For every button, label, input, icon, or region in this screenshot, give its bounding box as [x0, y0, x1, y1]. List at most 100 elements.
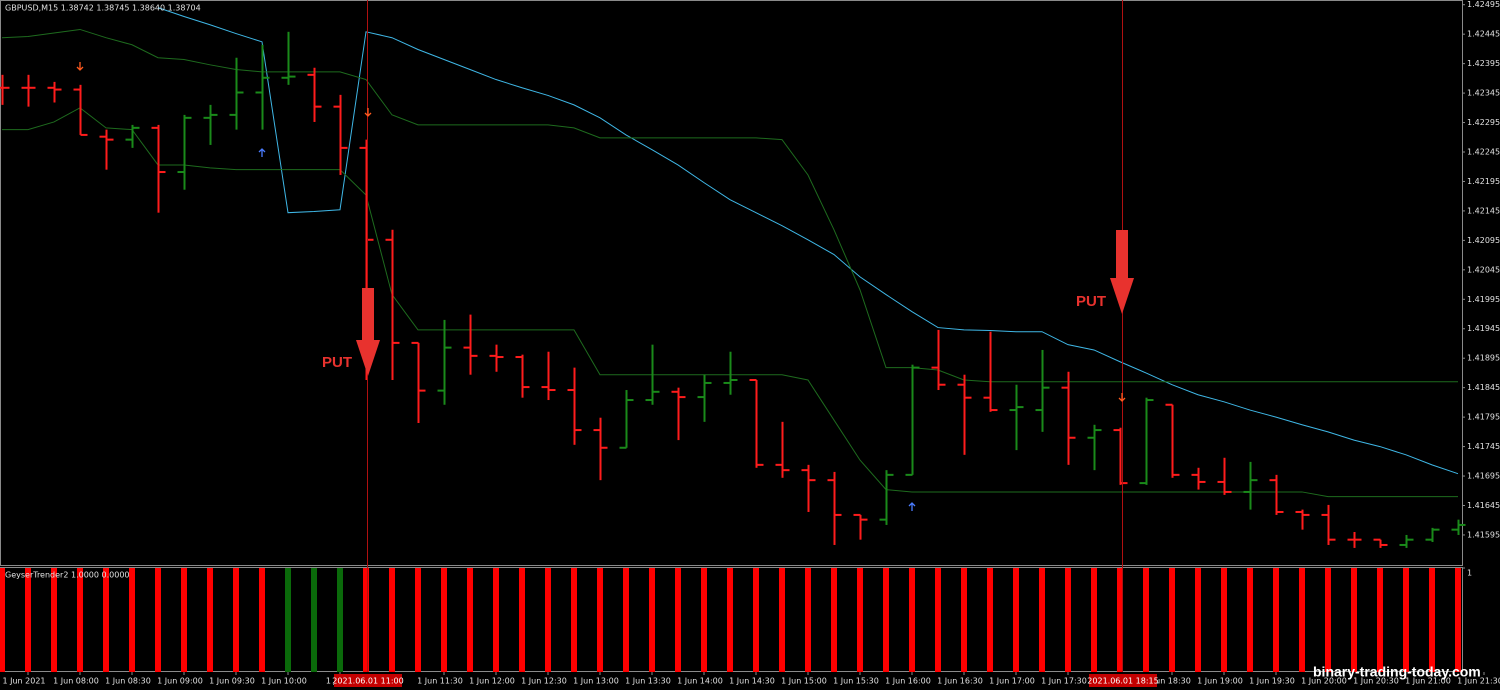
y-tick-label: 1.41595: [1467, 530, 1500, 539]
y-tick-label: 1.41645: [1467, 501, 1500, 510]
x-tick-label: 1 Jun 11:30: [417, 677, 463, 686]
signal-arrow: [1118, 393, 1126, 402]
indicator-bar: [493, 568, 499, 672]
plot-area: [0, 7, 1466, 672]
indicator-bar: [285, 568, 291, 672]
indicator-bar: [1065, 568, 1071, 672]
x-tick-label: 1 Jun 08:30: [105, 677, 151, 686]
indicator-bar: [1247, 568, 1253, 672]
crosshair-time-box: [1089, 674, 1157, 687]
indicator-bar: [311, 568, 317, 672]
x-tick-label: 1 Jun 18:30: [1145, 677, 1191, 686]
indicator-bar: [467, 568, 473, 672]
x-tick-label: 1 Jun 09:30: [209, 677, 255, 686]
put-arrow: [1110, 230, 1134, 314]
y-tick-label: 1.41745: [1467, 442, 1500, 451]
x-tick-label: 1 Jun 13:00: [573, 677, 619, 686]
indicator-bar: [363, 568, 369, 672]
signal-arrow: [76, 62, 84, 71]
indicator-bar: [1143, 568, 1149, 672]
put-arrow: [356, 288, 380, 376]
indicator-bar: [1039, 568, 1045, 672]
indicator-bar: [805, 568, 811, 672]
indicator-bar: [259, 568, 265, 672]
x-tick-label: 1 Jun 17:30: [1041, 677, 1087, 686]
x-tick-label: 1 Jun 09:00: [157, 677, 203, 686]
y-tick-label: 1.41695: [1467, 472, 1500, 481]
indicator-bar: [181, 568, 187, 672]
x-tick-label: 1 Jun 16:00: [885, 677, 931, 686]
indicator-bar: [389, 568, 395, 672]
y-tick-label: 1.42345: [1467, 89, 1500, 98]
indicator-bar: [545, 568, 551, 672]
indicator-bar: [1273, 568, 1279, 672]
indicator-bar: [753, 568, 759, 672]
y-tick-label: 1.41845: [1467, 383, 1500, 392]
indicator-bar: [51, 568, 57, 672]
crosshair-time-label: 2021.06.01 11:00: [332, 677, 403, 686]
indicator-bar: [727, 568, 733, 672]
main-panel: [0, 0, 1463, 566]
signal-arrow: [908, 502, 916, 511]
indicator-bar: [883, 568, 889, 672]
y-tick-label: 1.41945: [1467, 324, 1500, 333]
indicator-bar: [779, 568, 785, 672]
y-tick-label: 1.41995: [1467, 295, 1500, 304]
indicator-bar: [1403, 568, 1409, 672]
x-tick-label: 1 Jun 19:00: [1197, 677, 1243, 686]
indicator-bar: [675, 568, 681, 672]
x-tick-label: 1 Jun 20:00: [1301, 677, 1347, 686]
indicator-bar: [155, 568, 161, 672]
put-label: PUT: [322, 354, 352, 371]
indicator-bar: [909, 568, 915, 672]
indicator-bar: [1195, 568, 1201, 672]
x-tick-label: 1 Jun 12:00: [469, 677, 515, 686]
crosshair-time-box: [334, 674, 402, 687]
indicator-bar: [129, 568, 135, 672]
x-tick-label: 1 Jun 08:00: [53, 677, 99, 686]
put-label: PUT: [1076, 293, 1106, 310]
y-tick-label: 1.41795: [1467, 413, 1500, 422]
chart-title: GBPUSD,M15 1.38742 1.38745 1.38640 1.387…: [5, 4, 201, 13]
x-tick-label: 1 Jun 2021: [2, 677, 45, 686]
x-tick-label: 1 Jun 16:30: [937, 677, 983, 686]
indicator-bar: [1091, 568, 1097, 672]
y-tick-label: 1.42445: [1467, 30, 1500, 39]
indicator-bar: [233, 568, 239, 672]
x-tick-label: 1 Jun 12:30: [521, 677, 567, 686]
indicator-bar: [1169, 568, 1175, 672]
indicator-bar: [1351, 568, 1357, 672]
y-tick-label: 1.42395: [1467, 59, 1500, 68]
y-tick-label: 1.42195: [1467, 177, 1500, 186]
crosshair-time-label: 2021.06.01 18:15: [1087, 677, 1158, 686]
indicator-bar: [1429, 568, 1435, 672]
indicator-bar: [1455, 568, 1461, 672]
indicator-bar: [415, 568, 421, 672]
indicator-bar: [0, 568, 5, 672]
signal-arrow: [364, 108, 372, 117]
y-tick-label: 1.42245: [1467, 148, 1500, 157]
indicator-bar: [519, 568, 525, 672]
indicator-bar: [1013, 568, 1019, 672]
indicator-bar: [103, 568, 109, 672]
indicator-bar: [1221, 568, 1227, 672]
indicator-bar: [857, 568, 863, 672]
y-tick-label: 1.42095: [1467, 236, 1500, 245]
x-tick-label: 1 Jun 20:30: [1353, 677, 1399, 686]
y-tick-label: 1: [1467, 569, 1472, 578]
indicator-bar: [207, 568, 213, 672]
indicator-line: [1, 28, 1458, 383]
indicator-bar: [337, 568, 343, 672]
indicator-bar: [25, 568, 31, 672]
indicator-bar: [623, 568, 629, 672]
indicator-line: [157, 7, 1459, 475]
indicator-bar: [597, 568, 603, 672]
indicator-bar: [987, 568, 993, 672]
indicator-bar: [1299, 568, 1305, 672]
indicator-bar: [831, 568, 837, 672]
y-tick-label: 1.42045: [1467, 265, 1500, 274]
x-tick-label: 1 Jun 21:30: [1457, 677, 1500, 686]
watermark: binary-trading-today.com: [1313, 664, 1481, 680]
y-tick-label: 1.41895: [1467, 354, 1500, 363]
